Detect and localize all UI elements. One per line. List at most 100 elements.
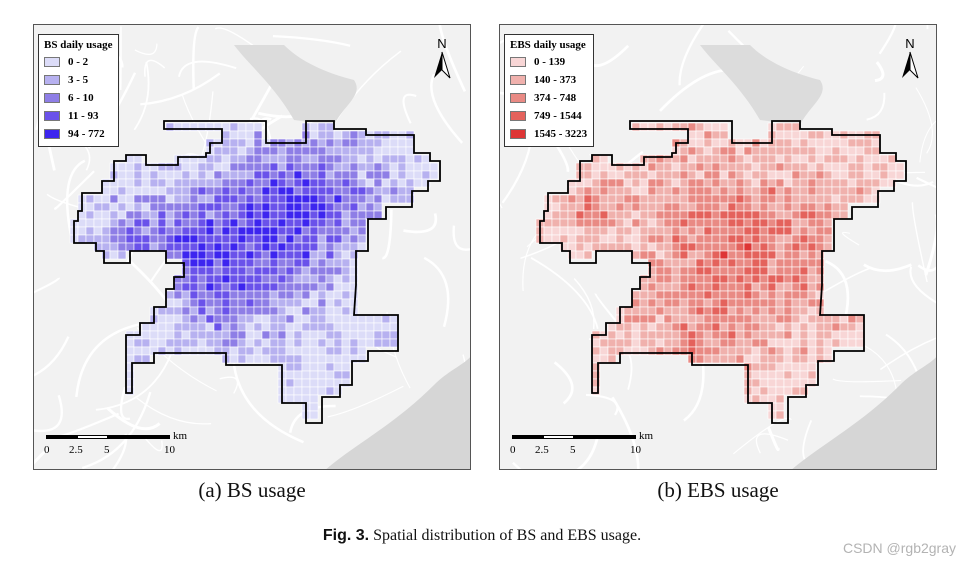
- grid-cell: [301, 338, 311, 348]
- grid-cell: [181, 162, 191, 172]
- grid-cell: [807, 354, 817, 364]
- grid-cell: [847, 314, 857, 324]
- grid-cell: [735, 314, 745, 324]
- grid-cell: [783, 194, 793, 204]
- grid-cell: [583, 218, 593, 228]
- scale-label: 2.5: [69, 444, 83, 456]
- grid-cell: [325, 354, 335, 364]
- grid-cell: [357, 354, 367, 364]
- grid-cell: [727, 266, 737, 276]
- grid-cell: [711, 282, 721, 292]
- grid-cell: [269, 218, 279, 228]
- grid-cell: [631, 338, 641, 348]
- grid-cell: [205, 178, 215, 188]
- grid-cell: [245, 122, 255, 132]
- grid-cell: [133, 202, 143, 212]
- grid-cell: [759, 242, 769, 252]
- grid-cell: [807, 338, 817, 348]
- grid-cell: [357, 154, 367, 164]
- grid-cell: [719, 178, 729, 188]
- grid-cell: [293, 298, 303, 308]
- grid-cell: [743, 146, 753, 156]
- grid-cell: [855, 194, 865, 204]
- grid-cell: [381, 154, 391, 164]
- grid-cell: [317, 194, 327, 204]
- grid-cell: [221, 186, 231, 196]
- grid-cell: [735, 218, 745, 228]
- grid-cell: [583, 194, 593, 204]
- grid-cell: [743, 338, 753, 348]
- grid-cell: [333, 194, 343, 204]
- grid-cell: [695, 194, 705, 204]
- grid-cell: [221, 202, 231, 212]
- grid-cell: [245, 146, 255, 156]
- grid-cell: [887, 162, 897, 172]
- grid-cell: [799, 138, 809, 148]
- grid-cell: [767, 378, 777, 388]
- grid-cell: [317, 146, 327, 156]
- grid-cell: [591, 170, 601, 180]
- grid-cell: [759, 250, 769, 260]
- grid-cell: [607, 194, 617, 204]
- grid-cell: [823, 330, 833, 340]
- grid-cell: [743, 162, 753, 172]
- legend-item: 6 - 10: [44, 89, 112, 107]
- scale-label: 10: [630, 444, 641, 456]
- grid-cell: [245, 298, 255, 308]
- grid-cell: [309, 258, 319, 268]
- grid-cell: [157, 178, 167, 188]
- grid-cell: [743, 298, 753, 308]
- grid-cell: [245, 354, 255, 364]
- grid-cell: [663, 314, 673, 324]
- grid-cell: [325, 258, 335, 268]
- grid-cell: [599, 194, 609, 204]
- grid-cell: [381, 322, 391, 332]
- grid-cell: [743, 330, 753, 340]
- grid-cell: [293, 378, 303, 388]
- grid-cell: [245, 226, 255, 236]
- grid-cell: [165, 242, 175, 252]
- grid-cell: [253, 266, 263, 276]
- grid-cell: [719, 154, 729, 164]
- grid-cell: [823, 130, 833, 140]
- grid-cell: [373, 162, 383, 172]
- grid-cell: [261, 274, 271, 284]
- grid-cell: [815, 322, 825, 332]
- grid-cell: [895, 170, 905, 180]
- grid-cell: [373, 194, 383, 204]
- grid-cell: [341, 194, 351, 204]
- grid-cell: [277, 346, 287, 356]
- grid-cell: [751, 314, 761, 324]
- grid-cell: [799, 218, 809, 228]
- grid-cell: [293, 178, 303, 188]
- grid-cell: [583, 210, 593, 220]
- grid-cell: [759, 290, 769, 300]
- grid-cell: [743, 322, 753, 332]
- grid-cell: [229, 274, 239, 284]
- grid-cell: [141, 186, 151, 196]
- grid-cell: [293, 202, 303, 212]
- grid-cell: [703, 202, 713, 212]
- grid-cell: [285, 394, 295, 404]
- grid-cell: [229, 250, 239, 260]
- grid-cell: [309, 370, 319, 380]
- grid-cell: [397, 194, 407, 204]
- grid-cell: [791, 306, 801, 316]
- grid-cell: [197, 282, 207, 292]
- grid-cell: [317, 354, 327, 364]
- grid-cell: [325, 322, 335, 332]
- grid-cell: [237, 234, 247, 244]
- grid-cell: [711, 258, 721, 268]
- grid-cell: [655, 322, 665, 332]
- grid-cell: [807, 242, 817, 252]
- grid-cell: [261, 146, 271, 156]
- grid-cell: [237, 258, 247, 268]
- grid-cell: [109, 250, 119, 260]
- grid-cell: [719, 250, 729, 260]
- grid-cell: [365, 154, 375, 164]
- grid-cell: [815, 242, 825, 252]
- grid-cell: [807, 162, 817, 172]
- grid-cell: [221, 274, 231, 284]
- grid-cell: [197, 306, 207, 316]
- grid-cell: [879, 178, 889, 188]
